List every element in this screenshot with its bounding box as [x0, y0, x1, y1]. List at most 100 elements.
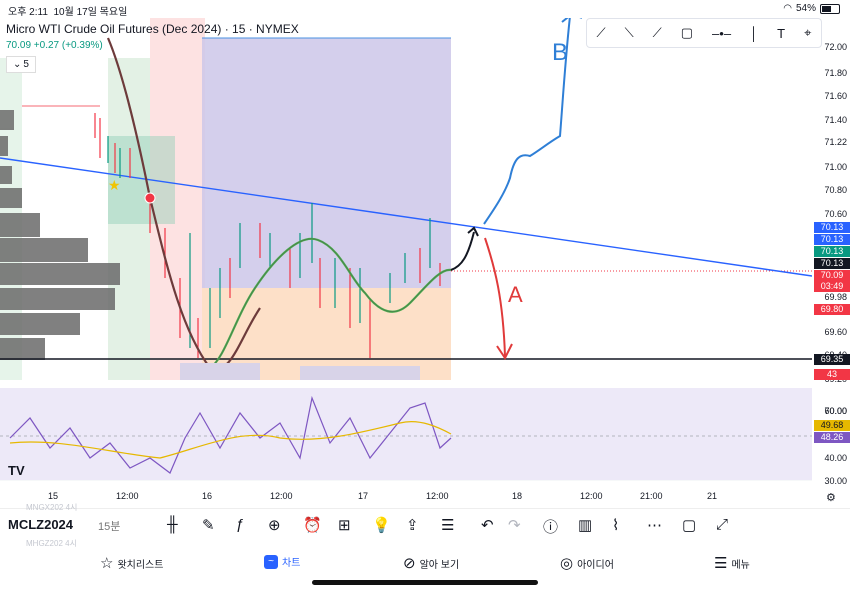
rsi-ma-line: [9, 421, 452, 459]
tab-label: 아이디어: [577, 559, 614, 571]
square-icon[interactable]: ▢: [682, 517, 697, 534]
trend-line: [0, 157, 812, 277]
bulb-icon: ◎: [560, 555, 574, 572]
formula-icon[interactable]: ƒ: [236, 516, 245, 533]
tab-label: 왓치리스트: [117, 559, 164, 571]
home-indicator[interactable]: [312, 580, 538, 585]
time-label: 12:00: [116, 491, 139, 501]
main-chart[interactable]: ★ B A: [0, 18, 812, 488]
text-icon[interactable]: T: [777, 25, 786, 41]
short-target-zone: [202, 38, 451, 288]
horizontal-line-icon[interactable]: –•–: [712, 25, 732, 41]
tab-label: 알아 보기: [419, 559, 460, 571]
time-axis[interactable]: 15 12:00 16 12:00 17 12:00 18 12:00 21:0…: [0, 488, 850, 504]
status-date: 10월 17일 목요일: [53, 7, 128, 18]
candle-icon[interactable]: ╫: [167, 516, 178, 533]
alarm-icon[interactable]: ⏰: [303, 517, 322, 534]
grid-icon[interactable]: ⊞: [338, 517, 351, 534]
time-label: 15: [48, 491, 59, 501]
info-icon[interactable]: ⓘ: [543, 519, 559, 536]
bar-chart-icon[interactable]: ▥: [578, 517, 593, 534]
fullscreen-icon[interactable]: ⤢: [716, 516, 729, 533]
tab-explore[interactable]: ⊘ 알아 보기: [403, 554, 459, 572]
arrow-b-path: [483, 18, 571, 225]
symbol-title[interactable]: Micro WTI Crude Oil Futures (Dec 2024) ·…: [6, 22, 299, 36]
arrow-up-black: [450, 231, 475, 271]
price-tick: 71.40: [824, 115, 847, 125]
rsi-tick: 30.00: [824, 476, 847, 486]
price-tag: 70.13: [814, 258, 850, 269]
ray-icon[interactable]: ⟍: [624, 25, 634, 40]
battery-percent: 54%: [795, 3, 816, 14]
compare-icon[interactable]: ⌇: [612, 517, 620, 534]
time-label: 21:00: [640, 491, 663, 501]
brush-icon[interactable]: ✎: [202, 517, 215, 534]
undo-icon[interactable]: ↶: [481, 517, 494, 534]
ghost-row: MHGZ202 4시: [26, 539, 77, 548]
price-tag: 70.13: [814, 246, 850, 257]
volume-profile: [0, 110, 120, 360]
time-label: 12:00: [580, 491, 603, 501]
time-label: 16: [202, 491, 213, 501]
time-label: 12:00: [426, 491, 449, 501]
bottom-toolbar: MCLZ2024 15분 ╫ ✎ ƒ ⊕ ⏰ ⊞ 💡 ⇪ ☰ ↶ ↷ ⓘ ▥ ⌇…: [0, 508, 850, 541]
tab-label: 메뉴: [731, 559, 750, 571]
redo-icon[interactable]: ↷: [508, 517, 521, 534]
compass-icon: ⊘: [403, 555, 416, 572]
battery-icon: [820, 3, 840, 14]
price-tick: 72.00: [824, 42, 847, 52]
status-bar: 오후 2:11 10월 17일 목요일 ◠ 54%: [0, 0, 850, 18]
ma-dark-line: [106, 37, 261, 371]
ghost-row: MNGX202 4시: [26, 503, 78, 512]
price-tick: 69.60: [824, 327, 847, 337]
symbol-button[interactable]: MCLZ2024: [8, 517, 74, 532]
candles-up: [107, 136, 431, 348]
volume-tag: 43: [814, 369, 850, 380]
rsi-tick: 70.00: [824, 406, 847, 416]
countdown-tag: 03:49: [814, 281, 850, 292]
indicator-count: 5: [23, 59, 29, 70]
tab-label: 차트: [282, 558, 301, 569]
ma-overlay: [209, 238, 452, 369]
tab-chart[interactable]: ~ 차트: [264, 554, 300, 569]
price-tick: 71.22: [824, 137, 847, 147]
share-icon[interactable]: ⇪: [406, 517, 419, 534]
price-tick: 69.98: [824, 292, 847, 302]
time-label: 18: [512, 491, 523, 501]
more-icon[interactable]: ⋯: [647, 517, 662, 534]
tab-watchlist[interactable]: ☆ 왓치리스트: [100, 554, 163, 572]
rsi-tag: 48.26: [814, 432, 850, 443]
support-price-tag: 69.35: [814, 354, 850, 365]
star-icon: ☆: [100, 555, 114, 572]
chevron-down-icon: ⌄: [13, 59, 22, 70]
sell-marker-icon[interactable]: [144, 192, 156, 204]
tab-ideas[interactable]: ◎ 아이디어: [560, 554, 614, 572]
price-tick: 70.80: [824, 185, 847, 195]
vertical-line-icon[interactable]: │: [750, 25, 759, 41]
path-icon[interactable]: ⟋: [652, 25, 662, 40]
last-price-tag: 70.09: [814, 270, 850, 281]
interval-button[interactable]: 15분: [98, 521, 121, 533]
label-a: A: [508, 282, 523, 307]
pin-icon[interactable]: ⌖: [804, 25, 812, 40]
chart-icon: ~: [264, 554, 278, 569]
red-zone: [150, 18, 205, 380]
price-tick: 70.60: [824, 209, 847, 219]
status-time: 오후 2:11: [8, 7, 48, 18]
settings-gear-icon[interactable]: ⚙: [826, 492, 836, 504]
rsi-tick: 40.00: [824, 453, 847, 463]
rectangle-icon[interactable]: ▢: [680, 25, 694, 40]
menu-icon: ☰: [714, 555, 728, 572]
price-tag: 69.80: [814, 304, 850, 315]
collapse-indicators-button[interactable]: ⌄ 5: [6, 56, 36, 73]
list-icon[interactable]: ☰: [441, 517, 455, 534]
trend-line-icon[interactable]: ⟋: [596, 25, 606, 40]
add-icon[interactable]: ⊕: [268, 517, 281, 534]
time-label: 17: [358, 491, 369, 501]
idea-icon[interactable]: 💡: [372, 517, 391, 534]
tab-bar: ☆ 왓치리스트 ~ 차트 ⊘ 알아 보기 ◎ 아이디어 ☰ 메뉴: [0, 548, 850, 576]
tab-menu[interactable]: ☰ 메뉴: [714, 554, 750, 572]
price-axis[interactable]: 72.00 71.80 71.60 71.40 71.22 71.00 70.8…: [812, 18, 850, 488]
price-tag: 70.13: [814, 222, 850, 233]
wifi-icon: ◠: [783, 3, 792, 14]
